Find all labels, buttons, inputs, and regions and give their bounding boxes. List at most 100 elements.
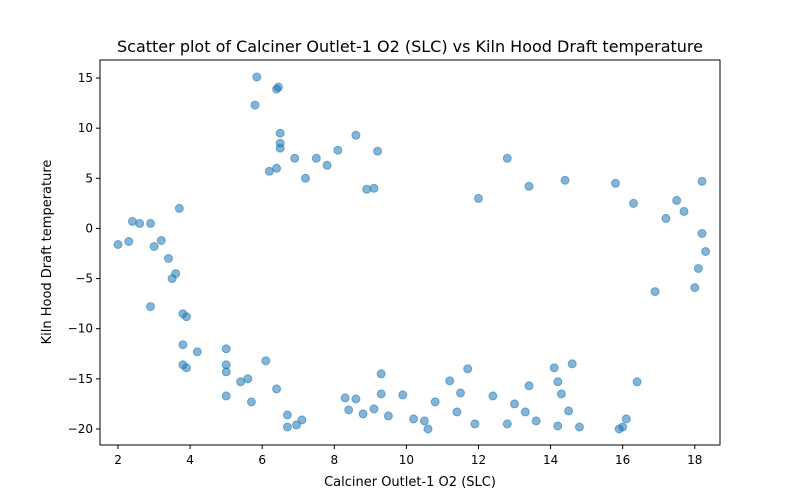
data-point — [261, 356, 271, 366]
data-point — [661, 213, 671, 223]
points-layer — [113, 72, 711, 434]
data-point — [156, 236, 166, 245]
data-point — [135, 218, 145, 228]
x-tick-label: 18 — [687, 453, 702, 467]
data-point — [301, 173, 310, 183]
data-point — [264, 166, 274, 176]
data-point — [632, 377, 642, 387]
data-point — [146, 218, 155, 228]
y-axis: −20 −15 −10 −5 0 5 10 15 — [68, 71, 100, 436]
data-point — [362, 184, 372, 194]
data-point — [690, 283, 700, 293]
data-point — [275, 143, 285, 153]
y-tick-label: −10 — [68, 322, 93, 336]
data-point — [567, 359, 577, 369]
data-point — [524, 181, 534, 191]
x-tick-label: 6 — [258, 453, 266, 467]
data-point — [164, 254, 173, 263]
x-tick-label: 12 — [471, 453, 486, 467]
y-tick-label: −15 — [68, 372, 93, 386]
data-point — [553, 421, 563, 431]
data-point — [470, 419, 480, 429]
data-point — [113, 240, 123, 249]
data-point — [221, 344, 231, 354]
x-tick-label: 2 — [114, 453, 122, 467]
data-point — [221, 391, 231, 401]
data-point — [322, 160, 332, 170]
data-point — [629, 198, 638, 208]
data-point — [697, 176, 707, 186]
data-point — [376, 389, 386, 399]
data-point — [146, 302, 155, 312]
data-point — [369, 183, 379, 193]
data-point — [290, 153, 300, 163]
data-point — [574, 422, 584, 432]
y-tick-label: 10 — [78, 121, 93, 135]
data-point — [445, 376, 455, 386]
data-point — [376, 369, 386, 379]
data-point — [419, 416, 429, 426]
x-axis: 2 4 6 8 10 12 14 16 18 — [114, 445, 702, 467]
data-point — [182, 363, 191, 373]
data-point — [693, 264, 703, 273]
data-point — [398, 390, 408, 400]
data-point — [430, 397, 440, 407]
x-axis-label: Calciner Outlet-1 O2 (SLC) — [324, 475, 496, 490]
data-point — [282, 410, 292, 420]
data-point — [531, 416, 541, 426]
data-point — [373, 146, 383, 156]
data-point — [701, 247, 711, 256]
y-axis-label: Kiln Hood Draft temperature — [40, 160, 55, 345]
data-point — [178, 340, 188, 350]
y-tick-label: 0 — [85, 221, 93, 235]
data-point — [409, 414, 419, 424]
data-point — [650, 287, 660, 297]
data-point — [182, 312, 191, 322]
data-point — [273, 82, 283, 92]
chart-title: Scatter plot of Calciner Outlet-1 O2 (SL… — [117, 37, 703, 56]
data-point — [502, 153, 512, 163]
data-point — [488, 391, 498, 401]
data-point — [452, 407, 462, 417]
data-point — [383, 411, 393, 421]
x-tick-label: 10 — [399, 453, 414, 467]
data-point — [275, 128, 285, 138]
plot-area-frame — [99, 59, 721, 446]
data-point — [344, 405, 354, 415]
data-point — [549, 363, 559, 373]
data-point — [351, 130, 361, 140]
y-tick-label: 5 — [85, 171, 93, 185]
data-point — [311, 153, 321, 163]
data-point — [502, 419, 512, 429]
data-point — [351, 394, 361, 404]
data-point — [474, 193, 483, 203]
data-point — [297, 415, 307, 425]
data-point — [282, 422, 292, 432]
y-tick-label: −20 — [68, 422, 93, 436]
data-point — [292, 420, 301, 430]
data-point — [149, 242, 159, 251]
data-point — [333, 145, 343, 155]
data-point — [250, 100, 260, 110]
data-point — [510, 399, 519, 409]
data-point — [463, 364, 473, 374]
data-point — [246, 397, 256, 407]
data-point — [524, 381, 534, 391]
data-point — [697, 229, 707, 238]
x-tick-label: 14 — [543, 453, 558, 467]
x-tick-label: 4 — [186, 453, 194, 467]
y-tick-label: −5 — [75, 272, 93, 286]
data-point — [423, 424, 433, 434]
data-point — [553, 377, 563, 387]
data-point — [621, 414, 631, 424]
data-point — [272, 384, 282, 394]
data-point — [520, 407, 530, 417]
x-tick-label: 16 — [615, 453, 630, 467]
data-point — [127, 216, 137, 226]
data-point — [556, 389, 566, 399]
data-point — [679, 206, 689, 216]
data-point — [340, 393, 350, 403]
data-point — [243, 374, 253, 384]
